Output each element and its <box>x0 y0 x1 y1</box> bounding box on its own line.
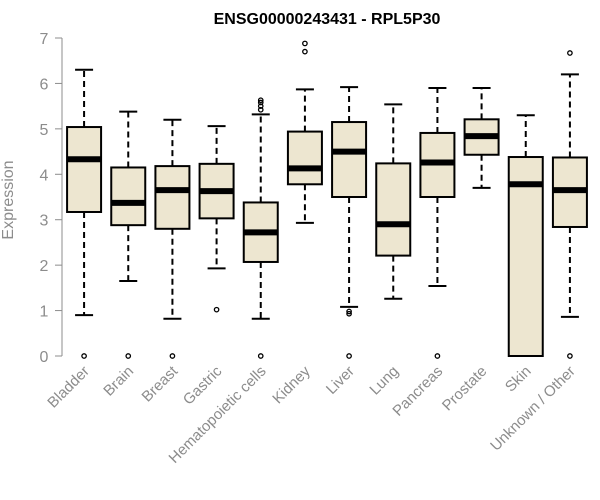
box-hematopoietic-cells <box>242 97 279 359</box>
outlier-point <box>302 40 308 47</box>
outlier-point <box>567 353 573 359</box>
outlier-point <box>169 353 176 359</box>
outlier-point <box>257 99 264 106</box>
outlier-point <box>567 50 573 56</box>
y-tick-label: 4 <box>40 167 49 184</box>
box-body <box>331 121 368 198</box>
x-tick-label: Bladder <box>44 363 93 412</box>
outlier-point <box>434 353 441 359</box>
x-tick-label: Lung <box>366 363 402 399</box>
box-liver <box>331 86 368 359</box>
y-axis-label: Expression <box>0 160 17 239</box>
box-body <box>286 130 323 186</box>
y-tick-label: 1 <box>40 304 49 321</box>
y-tick-label: 3 <box>40 213 49 230</box>
x-tick-label: Prostate <box>439 363 491 415</box>
box-gastric <box>198 125 235 313</box>
y-tick-label: 0 <box>40 349 49 366</box>
y-axis: 0 1 2 3 4 5 6 7 <box>40 31 63 366</box>
box-bladder <box>66 68 103 359</box>
box-body <box>66 126 103 213</box>
box-pancreas <box>419 86 456 359</box>
y-tick-label: 5 <box>40 122 49 139</box>
box-unknown-other <box>551 50 588 359</box>
outlier-point <box>257 103 264 109</box>
y-tick-label: 6 <box>40 76 49 93</box>
y-tick-label: 7 <box>40 31 49 48</box>
box-body <box>110 166 147 227</box>
x-tick-label: Skin <box>502 363 535 396</box>
outlier-point <box>257 97 264 104</box>
box-body <box>154 165 191 230</box>
outlier-point <box>213 306 220 313</box>
box-brain <box>110 110 147 359</box>
x-tick-label: Unknown / Other <box>487 363 579 455</box>
box-body <box>375 162 412 257</box>
outlier-point <box>81 353 87 359</box>
y-tick-label: 2 <box>40 258 49 275</box>
box-kidney <box>286 40 323 224</box>
outlier-point <box>125 353 132 359</box>
outlier-point <box>346 310 352 317</box>
outlier-point <box>346 353 352 359</box>
box-lung <box>375 103 412 300</box>
outlier-point <box>257 106 264 113</box>
chart-title: ENSG00000243431 - RPL5P30 <box>214 11 441 28</box>
box-breast <box>154 118 191 359</box>
outlier-point <box>302 48 308 55</box>
x-tick-label: Breast <box>139 362 182 405</box>
outlier-point <box>257 353 264 359</box>
box-body <box>507 156 544 357</box>
box-prostate <box>463 86 500 189</box>
boxes-group <box>66 40 588 359</box>
x-tick-label: Kidney <box>269 362 314 407</box>
x-tick-label: Liver <box>323 363 358 398</box>
outlier-point <box>346 308 352 315</box>
x-tick-label: Brain <box>100 363 137 400</box>
box-skin <box>507 114 544 357</box>
